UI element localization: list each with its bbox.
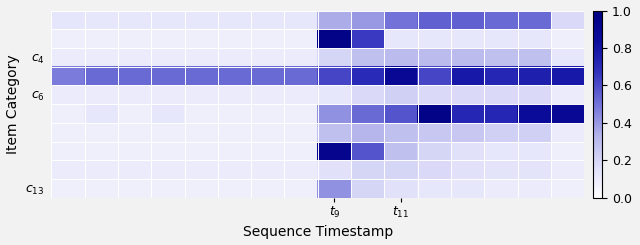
X-axis label: Sequence Timestamp: Sequence Timestamp [243, 225, 393, 239]
Y-axis label: Item Category: Item Category [6, 54, 20, 154]
